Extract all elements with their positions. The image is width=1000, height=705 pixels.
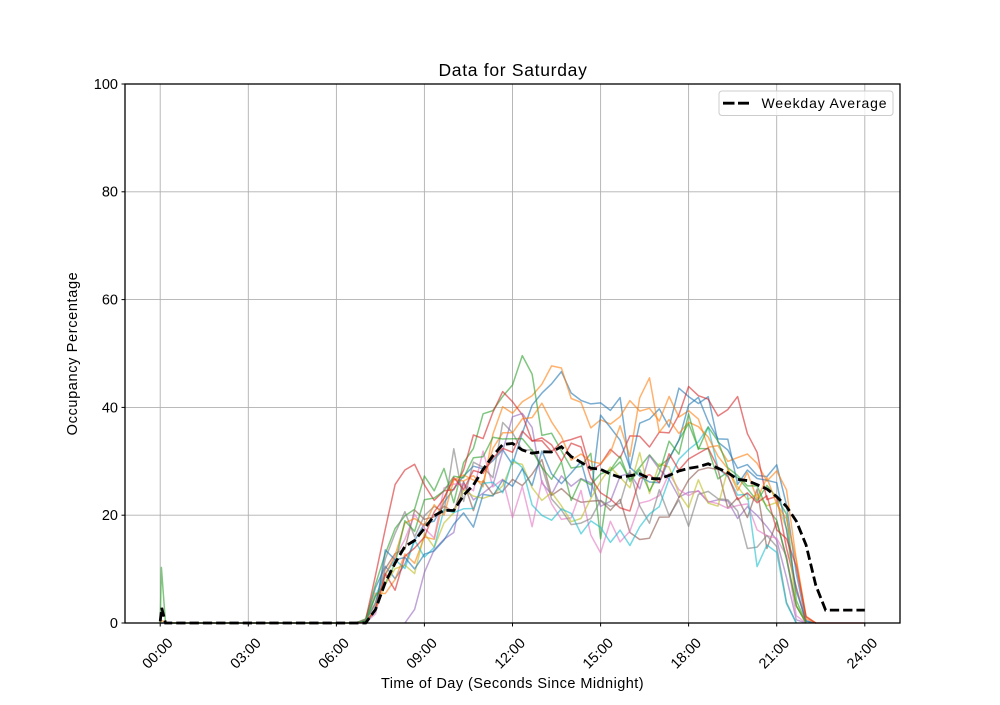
svg-text:20: 20 <box>102 508 118 524</box>
svg-text:Time of Day (Seconds Since Mid: Time of Day (Seconds Since Midnight) <box>381 676 644 692</box>
svg-text:Occupancy Percentage: Occupancy Percentage <box>65 272 81 436</box>
svg-text:80: 80 <box>102 185 118 201</box>
svg-text:Data for Saturday: Data for Saturday <box>438 60 587 80</box>
svg-text:60: 60 <box>102 293 118 309</box>
svg-text:Weekday Average: Weekday Average <box>762 95 888 111</box>
svg-text:0: 0 <box>110 616 118 632</box>
svg-text:100: 100 <box>94 77 118 93</box>
svg-text:40: 40 <box>102 400 118 416</box>
